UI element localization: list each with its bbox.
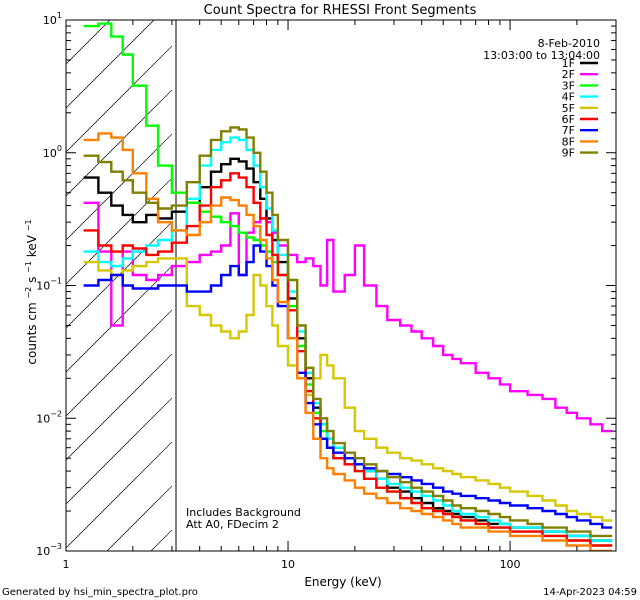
x-tick-label: 1 — [63, 558, 70, 571]
series-line-1F — [83, 157, 613, 542]
hatch-line — [65, 19, 111, 65]
legend-label: 5F — [562, 102, 575, 115]
hatch-line — [106, 485, 173, 552]
y-axis-label-exp1: −2 — [24, 287, 33, 299]
y-axis-label: counts cm −2 s −1 keV −1 — [20, 219, 39, 364]
x-tick-label: 100 — [500, 558, 521, 571]
date-label: 8-Feb-2010 — [538, 37, 600, 50]
y-axis-label-end: keV — [25, 234, 39, 257]
x-tick-label: 10 — [281, 558, 295, 571]
hatch-line — [65, 309, 173, 417]
y-tick-label: 100 — [43, 144, 62, 160]
plot-frame — [65, 19, 617, 552]
series-line-6F — [83, 172, 613, 547]
series-line-8F — [83, 132, 613, 551]
annotation-background: Includes Background — [186, 506, 301, 519]
legend-label: 9F — [562, 147, 575, 160]
legend-label: 7F — [562, 124, 575, 137]
axis-ticks: 1 10 100 10−3 10−2 10−1 100 101 — [36, 11, 617, 571]
legend-label: 2F — [562, 68, 575, 81]
footer-generator: Generated by hsi_min_spectra_plot.pro — [2, 587, 198, 598]
x-axis-label: Energy (keV) — [304, 575, 381, 589]
y-axis-label-group: counts cm −2 s −1 keV −1 — [20, 219, 39, 364]
series-lines — [83, 22, 613, 551]
legend-label: 4F — [562, 91, 575, 104]
hatch-line — [65, 353, 173, 461]
legend-label: 1F — [562, 57, 575, 70]
hatch-line — [65, 133, 173, 241]
y-tick-label: 101 — [43, 11, 62, 27]
series-line-5F — [83, 257, 613, 522]
y-tick-label: 10−3 — [36, 542, 62, 558]
series-line-7F — [83, 244, 613, 529]
y-axis-label-main: counts cm — [25, 302, 39, 364]
hatch-line — [65, 441, 173, 549]
time-range-label: 13:03:00 to 13:04:00 — [483, 49, 600, 62]
series-line-2F — [83, 201, 613, 433]
hatch-line — [65, 265, 173, 373]
legend-label: 8F — [562, 135, 575, 148]
y-axis-label-exp2: −1 — [24, 261, 33, 273]
hatch-line — [65, 45, 173, 153]
hatch-line — [150, 529, 173, 552]
y-tick-label: 10−1 — [36, 277, 62, 293]
hatch-line — [65, 89, 173, 197]
y-axis-label-exp3: −1 — [24, 219, 33, 231]
hatch-line — [65, 177, 173, 285]
footer-timestamp: 14-Apr-2023 04:59 — [543, 587, 637, 598]
legend-label: 3F — [562, 79, 575, 92]
y-axis-label-mid: s — [25, 277, 39, 283]
excluded-energy-region — [65, 19, 173, 552]
annotation-attenuator: Att A0, FDecim 2 — [186, 518, 279, 531]
legend-label: 6F — [562, 113, 575, 126]
series-line-9F — [83, 126, 613, 538]
y-tick-label: 10−2 — [36, 409, 62, 425]
chart-title: Count Spectra for RHESSI Front Segments — [204, 3, 477, 18]
hatch-line — [65, 19, 155, 109]
hatch-line — [65, 397, 173, 505]
